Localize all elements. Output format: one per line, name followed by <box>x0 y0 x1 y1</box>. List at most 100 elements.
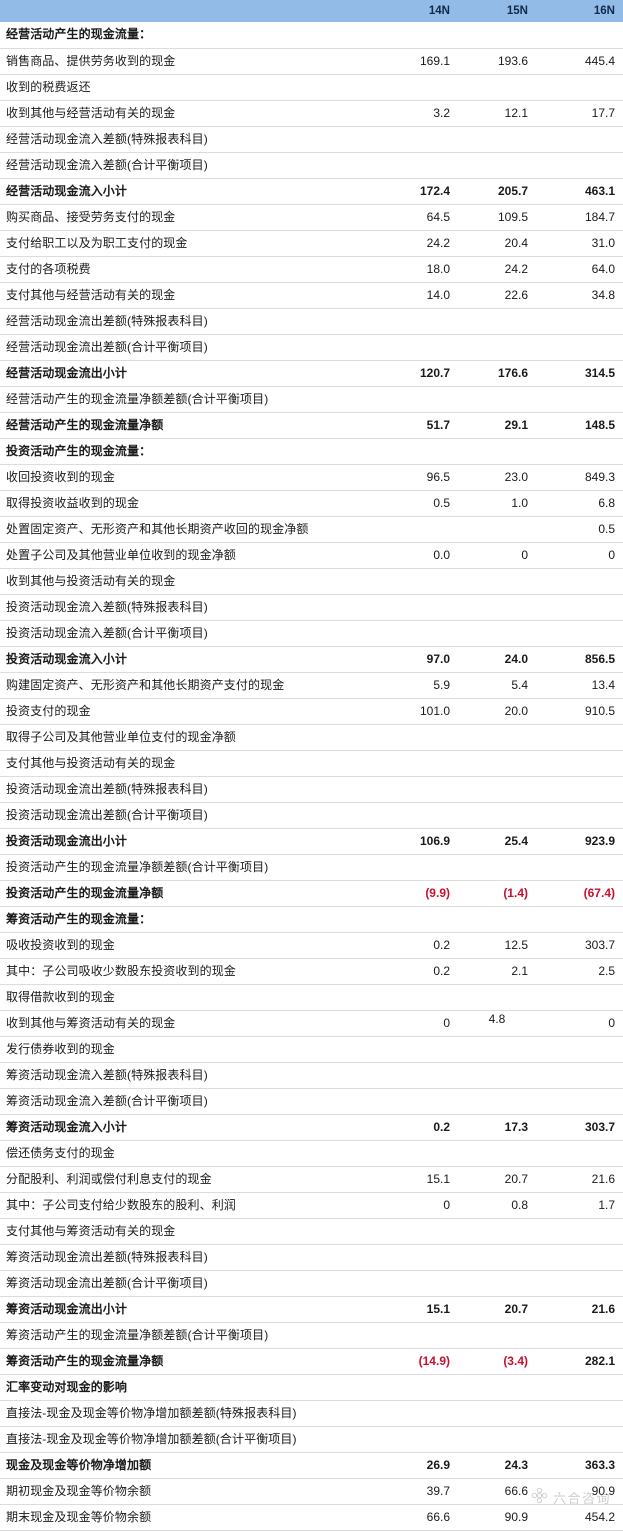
table-row: 取得投资收益收到的现金 0.5 1.0 6.8 <box>0 490 623 517</box>
row-label: 购买商品、接受劳务支付的现金 <box>0 204 380 231</box>
row-value-14n: 15.1 <box>380 1296 458 1323</box>
row-value-16n <box>536 1218 623 1245</box>
row-label: 购建固定资产、无形资产和其他长期资产支付的现金 <box>0 672 380 699</box>
table-row: 筹资活动现金流入差额(特殊报表科目) <box>0 1062 623 1089</box>
row-label: 筹资活动现金流入差额(特殊报表科目) <box>0 1062 380 1089</box>
row-label: 支付其他与筹资活动有关的现金 <box>0 1218 380 1245</box>
table-row: 经营活动现金流入差额(特殊报表科目) <box>0 126 623 153</box>
row-value-14n: 172.4 <box>380 178 458 205</box>
row-value-14n <box>380 594 458 621</box>
table-row: 吸收投资收到的现金 0.2 12.5 303.7 <box>0 932 623 959</box>
row-value-16n <box>536 802 623 829</box>
row-value-15n: 193.6 <box>458 48 536 75</box>
row-label: 分配股利、利润或偿付利息支付的现金 <box>0 1166 380 1193</box>
row-label: 收到的税费返还 <box>0 74 380 101</box>
row-value-16n: 21.6 <box>536 1296 623 1323</box>
row-label: 投资活动现金流出差额(合计平衡项目) <box>0 802 380 829</box>
row-label: 筹资活动产生的现金流量净额差额(合计平衡项目) <box>0 1322 380 1349</box>
row-value-15n: (3.4) <box>458 1348 536 1375</box>
row-value-14n: 18.0 <box>380 256 458 283</box>
table-row: 筹资活动现金流入小计 0.2 17.3 303.7 <box>0 1114 623 1141</box>
row-value-16n <box>536 1322 623 1349</box>
row-value-15n <box>458 724 536 751</box>
row-value-16n <box>536 126 623 153</box>
row-value-14n: 0.2 <box>380 932 458 959</box>
row-value-16n: 6.8 <box>536 490 623 517</box>
row-value-14n <box>380 1426 458 1453</box>
row-label: 支付给职工以及为职工支付的现金 <box>0 230 380 257</box>
row-value-16n: 90.9 <box>536 1478 623 1505</box>
row-label: 支付其他与投资活动有关的现金 <box>0 750 380 777</box>
row-value-16n: 1.7 <box>536 1192 623 1219</box>
row-label: 筹资活动产生的现金流量净额 <box>0 1348 380 1375</box>
row-label: 筹资活动现金流入差额(合计平衡项目) <box>0 1088 380 1115</box>
row-label: 吸收投资收到的现金 <box>0 932 380 959</box>
table-row: 偿还债务支付的现金 <box>0 1140 623 1167</box>
table-row: 筹资活动现金流出差额(合计平衡项目) <box>0 1270 623 1297</box>
row-value-15n <box>458 1218 536 1245</box>
row-value-16n <box>536 724 623 751</box>
row-value-15n <box>458 802 536 829</box>
row-value-16n: 184.7 <box>536 204 623 231</box>
table-row: 筹资活动现金流出小计 15.1 20.7 21.6 <box>0 1296 623 1323</box>
row-value-14n: 66.6 <box>380 1504 458 1531</box>
row-label: 投资活动现金流出差额(特殊报表科目) <box>0 776 380 803</box>
row-value-16n <box>536 1426 623 1453</box>
row-label: 投资活动现金流出小计 <box>0 828 380 855</box>
row-value-15n <box>458 74 536 101</box>
row-label: 取得投资收益收到的现金 <box>0 490 380 517</box>
row-value-15n: 24.3 <box>458 1452 536 1479</box>
table-row: 取得借款收到的现金 <box>0 984 623 1011</box>
row-value-14n: 0 <box>380 1010 458 1037</box>
row-value-14n: 106.9 <box>380 828 458 855</box>
row-value-15n: 20.7 <box>458 1166 536 1193</box>
row-label: 处置子公司及其他营业单位收到的现金净额 <box>0 542 380 569</box>
row-value-14n: 24.2 <box>380 230 458 257</box>
row-label: 取得借款收到的现金 <box>0 984 380 1011</box>
row-value-15n: 20.4 <box>458 230 536 257</box>
table-row: 分配股利、利润或偿付利息支付的现金 15.1 20.7 21.6 <box>0 1166 623 1193</box>
row-value-15n: 5.4 <box>458 672 536 699</box>
row-value-14n <box>380 568 458 595</box>
row-label: 收到其他与经营活动有关的现金 <box>0 100 380 127</box>
row-value-15n: 66.6 <box>458 1478 536 1505</box>
row-value-14n <box>380 802 458 829</box>
table-row: 经营活动产生的现金流量净额 51.7 29.1 148.5 <box>0 412 623 439</box>
table-row: 期末现金及现金等价物余额 66.6 90.9 454.2 <box>0 1504 623 1531</box>
row-value-15n: 1.0 <box>458 490 536 517</box>
row-value-14n <box>380 334 458 361</box>
row-value-14n <box>380 22 458 49</box>
column-header-label <box>0 0 380 22</box>
row-value-15n: 29.1 <box>458 412 536 439</box>
row-value-16n: 13.4 <box>536 672 623 699</box>
row-label: 汇率变动对现金的影响 <box>0 1374 380 1401</box>
row-value-16n: 0 <box>536 542 623 569</box>
row-value-16n: 314.5 <box>536 360 623 387</box>
row-label: 投资活动现金流入差额(合计平衡项目) <box>0 620 380 647</box>
row-value-15n <box>458 1140 536 1167</box>
row-value-14n: 0.0 <box>380 542 458 569</box>
table-row: 投资活动产生的现金流量净额 (9.9) (1.4) (67.4) <box>0 880 623 907</box>
row-label: 投资活动产生的现金流量净额 <box>0 880 380 907</box>
row-value-14n: (9.9) <box>380 880 458 907</box>
row-label: 支付其他与经营活动有关的现金 <box>0 282 380 309</box>
row-label: 投资活动产生的现金流量： <box>0 438 380 465</box>
row-value-14n <box>380 74 458 101</box>
row-value-16n: 64.0 <box>536 256 623 283</box>
row-value-14n <box>380 386 458 413</box>
row-label: 收到其他与筹资活动有关的现金 <box>0 1010 380 1037</box>
row-value-16n <box>536 854 623 881</box>
table-row: 支付的各项税费 18.0 24.2 64.0 <box>0 256 623 283</box>
table-row: 支付给职工以及为职工支付的现金 24.2 20.4 31.0 <box>0 230 623 257</box>
row-value-16n <box>536 438 623 465</box>
row-label: 收到其他与投资活动有关的现金 <box>0 568 380 595</box>
table-row: 购买商品、接受劳务支付的现金 64.5 109.5 184.7 <box>0 204 623 231</box>
table-header-row: 14N 15N 16N <box>0 0 623 22</box>
row-value-16n: 2.5 <box>536 958 623 985</box>
row-value-16n <box>536 906 623 933</box>
row-label: 经营活动现金流出差额(特殊报表科目) <box>0 308 380 335</box>
row-label: 经营活动产生的现金流量： <box>0 22 380 49</box>
row-value-14n <box>380 724 458 751</box>
row-value-16n <box>536 1374 623 1401</box>
